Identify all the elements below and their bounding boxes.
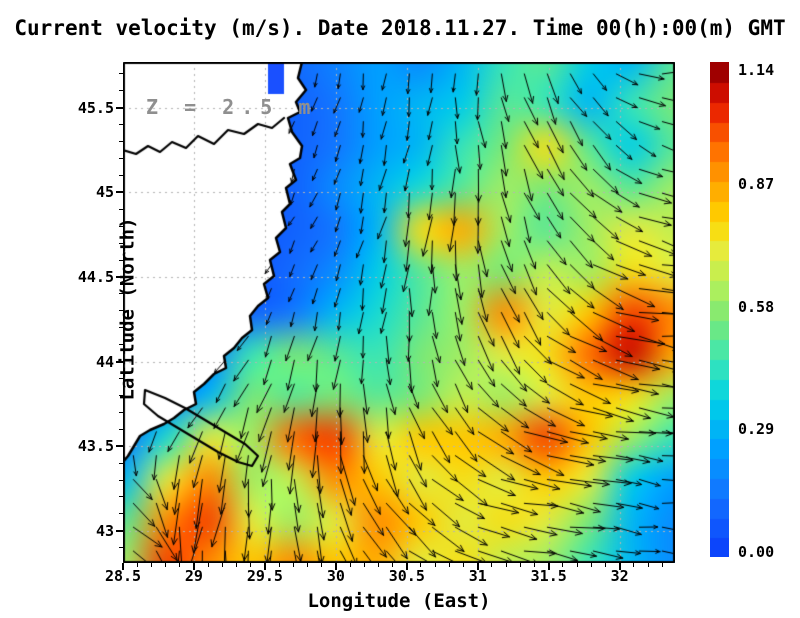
y-tick-mark [116, 360, 123, 363]
x-minor-tick-mark [306, 563, 308, 567]
y-tick-label: 44.5 [77, 267, 114, 286]
y-minor-tick-mark [119, 462, 123, 464]
y-minor-tick-mark [119, 394, 123, 396]
y-minor-tick-mark [119, 208, 123, 210]
y-minor-tick-mark [119, 124, 123, 126]
y-tick-label: 44 [95, 352, 114, 371]
y-tick-label: 45.5 [77, 98, 114, 117]
y-tick-label: 43.5 [77, 437, 114, 456]
x-tick-mark [334, 563, 337, 570]
y-tick-label: 45 [95, 183, 114, 202]
x-minor-tick-mark [250, 563, 252, 567]
colorbar-tick-label: 0.29 [738, 420, 775, 439]
x-minor-tick-mark [292, 563, 294, 567]
y-axis-label: Latitude (North) [116, 217, 139, 401]
x-minor-tick-mark [207, 563, 209, 567]
x-minor-tick-mark [377, 563, 379, 567]
y-minor-tick-mark [119, 513, 123, 515]
x-tick-mark [263, 563, 266, 570]
y-minor-tick-mark [119, 174, 123, 176]
x-minor-tick-mark [604, 563, 606, 567]
x-minor-tick-mark [420, 563, 422, 567]
y-minor-tick-mark [119, 293, 123, 295]
y-minor-tick-mark [119, 259, 123, 261]
y-minor-tick-mark [119, 141, 123, 143]
y-minor-tick-mark [119, 344, 123, 346]
x-minor-tick-mark [505, 563, 507, 567]
x-minor-tick-mark [590, 563, 592, 567]
x-minor-tick-mark [236, 563, 238, 567]
x-minor-tick-mark [633, 563, 635, 567]
y-minor-tick-mark [119, 73, 123, 75]
y-minor-tick-mark [119, 225, 123, 227]
y-tick-label: 43 [95, 521, 114, 540]
y-tick-mark [116, 445, 123, 448]
x-minor-tick-mark [349, 563, 351, 567]
x-minor-tick-mark [647, 563, 649, 567]
x-minor-tick-mark [448, 563, 450, 567]
y-minor-tick-mark [119, 310, 123, 312]
colorbar-tick-label: 0.58 [738, 297, 775, 316]
x-minor-tick-mark [661, 563, 663, 567]
x-minor-tick-mark [321, 563, 323, 567]
x-minor-tick-mark [136, 563, 138, 567]
x-minor-tick-mark [150, 563, 152, 567]
y-minor-tick-mark [119, 428, 123, 430]
y-minor-tick-mark [119, 496, 123, 498]
y-tick-mark [116, 529, 123, 532]
x-minor-tick-mark [392, 563, 394, 567]
x-minor-tick-mark [562, 563, 564, 567]
page-title: Current velocity (m/s). Date 2018.11.27.… [14, 16, 786, 40]
x-tick-mark [547, 563, 550, 570]
x-tick-label: 31 [468, 567, 487, 585]
x-minor-tick-mark [534, 563, 536, 567]
x-tick-label: 28.5 [104, 567, 142, 585]
x-minor-tick-mark [165, 563, 167, 567]
x-minor-tick-mark [463, 563, 465, 567]
x-tick-mark [405, 563, 408, 570]
y-tick-mark [116, 275, 123, 278]
y-minor-tick-mark [119, 378, 123, 379]
colorbar [710, 62, 729, 557]
colorbar-tick-label: 1.14 [738, 61, 775, 79]
x-minor-tick-mark [221, 563, 223, 567]
x-minor-tick-mark [278, 563, 280, 567]
y-minor-tick-mark [119, 411, 123, 413]
x-tick-label: 29 [184, 567, 203, 585]
x-tick-label: 31.5 [530, 567, 567, 585]
annotation-z-depth: Z = 2.5 m [146, 95, 318, 119]
x-axis-label: Longitude (East) [307, 590, 491, 612]
y-minor-tick-mark [119, 479, 123, 481]
x-minor-tick-mark [491, 563, 493, 567]
x-minor-tick-mark [363, 563, 365, 567]
y-minor-tick-mark [119, 157, 123, 159]
x-tick-label: 30 [326, 567, 345, 585]
x-tick-mark [122, 563, 124, 570]
y-minor-tick-mark [119, 242, 123, 244]
x-tick-label: 32 [610, 567, 629, 585]
x-tick-mark [476, 563, 479, 570]
x-minor-tick-mark [434, 563, 436, 567]
y-minor-tick-mark [119, 90, 123, 92]
x-minor-tick-mark [576, 563, 578, 567]
x-tick-mark [618, 563, 621, 570]
x-minor-tick-mark [519, 563, 521, 567]
x-minor-tick-mark [179, 563, 181, 567]
y-minor-tick-mark [119, 547, 123, 549]
colorbar-tick-label: 0.00 [738, 543, 775, 561]
y-minor-tick-mark [119, 327, 123, 329]
y-tick-mark [116, 106, 123, 109]
colorbar-tick-label: 0.87 [738, 175, 775, 194]
x-tick-label: 29.5 [246, 567, 283, 585]
x-tick-label: 30.5 [388, 567, 425, 585]
y-tick-mark [116, 191, 123, 194]
x-tick-mark [192, 563, 195, 570]
map-canvas [123, 62, 675, 563]
